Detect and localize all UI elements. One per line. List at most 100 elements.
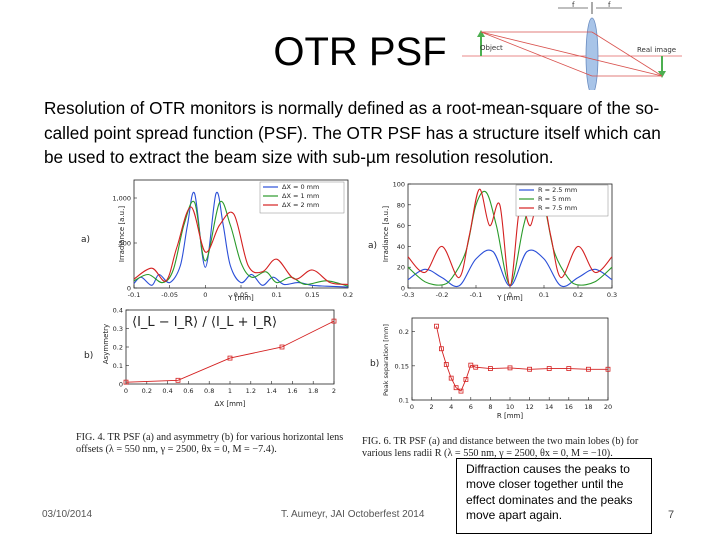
fig4b-point xyxy=(227,355,233,361)
fig6a-series-line xyxy=(407,188,613,287)
fig6b-xtick-label: 16 xyxy=(565,403,573,411)
fig4b-ytick-label: 0 xyxy=(119,381,123,389)
fig6b-point xyxy=(463,377,469,382)
fig6b-point xyxy=(434,323,439,329)
image-arrow-head xyxy=(658,71,666,78)
ray-1b xyxy=(591,31,663,77)
fig4b-xtick-label: 0.8 xyxy=(204,387,214,395)
fig6a-legend-label: R = 2.5 mm xyxy=(538,186,577,194)
fig4a-ytick-label: 500 xyxy=(119,240,131,248)
fig6b-xtick-label: 10 xyxy=(506,403,514,411)
fig4b-xtick-label: 1.4 xyxy=(266,387,276,395)
fig6b-point xyxy=(566,366,572,371)
object-label: Object xyxy=(480,44,503,52)
fig6a-ytick-label: 40 xyxy=(397,243,405,251)
fig6b-point xyxy=(507,365,513,371)
fig6a-xtick-label: 0.1 xyxy=(539,291,549,299)
fig6b-point xyxy=(448,375,454,381)
lens-diagram: f f Object Real image xyxy=(462,1,682,90)
fig4a-xtick-label: 0.15 xyxy=(305,291,319,299)
fig6b-point xyxy=(453,385,459,391)
page-number: 7 xyxy=(668,509,675,521)
fig6a-xtick-label: -0.3 xyxy=(402,291,415,299)
fig4b-point xyxy=(279,344,285,350)
fig4b-xtick-label: 0.4 xyxy=(162,387,172,395)
fig6a-series-line xyxy=(407,190,613,286)
fig4b-xtick-label: 0.2 xyxy=(142,387,152,395)
fig6b-point xyxy=(443,362,449,367)
fig6a-ytick-label: 0 xyxy=(401,285,405,293)
lens xyxy=(585,17,599,90)
fig6a-chart: a) Irradiance [a.u.] 100 80 60 40 20 0 -0.3 -0… xyxy=(368,181,617,303)
fig6b-xtick-label: 2 xyxy=(430,403,434,411)
fig6a-series-line xyxy=(407,249,613,288)
fig6a-legend-label: R = 5 mm xyxy=(538,195,571,203)
fig6b-xtick-label: 0 xyxy=(410,403,414,411)
slide-title: OTR PSF xyxy=(273,30,447,74)
fig4b-xtick-label: 1.2 xyxy=(246,387,256,395)
fig4a-legend-label: ΔX = 0 mm xyxy=(282,183,319,191)
fig6a-xtick-label: 0 xyxy=(508,291,512,299)
fig4a-ytick-label: 0 xyxy=(127,285,131,293)
fig6b-point xyxy=(546,366,552,371)
fig6b-series-line xyxy=(436,326,608,392)
fig4b-xtick-label: 0 xyxy=(124,387,128,395)
fig4a-legend-label: ΔX = 2 mm xyxy=(282,201,319,209)
fig4a-series-line xyxy=(133,206,349,285)
fig4a-xtick-label: -0.05 xyxy=(161,291,178,299)
fig6b-xtick-label: 12 xyxy=(525,403,533,411)
fig4b-ytick-label: 0.4 xyxy=(113,307,123,315)
fig6b-point xyxy=(439,346,444,352)
fig4b-xtick-label: 1.8 xyxy=(308,387,318,395)
fig6a-legend-label: R = 7.5 mm xyxy=(538,204,577,212)
fig6a-ytick-label: 80 xyxy=(397,201,405,209)
fig4-caption: FIG. 4. TR PSF (a) and asymmetry (b) for… xyxy=(76,432,344,455)
ray-3a xyxy=(480,31,593,77)
fig6b-point xyxy=(527,366,533,372)
fig4a-xtick-label: 0.2 xyxy=(343,291,353,299)
fig4a-xtick-label: 0 xyxy=(203,291,207,299)
fig4b-ytick-label: 0.1 xyxy=(113,362,123,370)
fig6a-panel-label: a) xyxy=(368,241,377,251)
fig4a-series-line xyxy=(133,200,349,287)
f-left-label: f xyxy=(572,1,575,9)
fig6b-point xyxy=(488,366,493,371)
fig4a-xtick-label: 0.05 xyxy=(234,291,248,299)
fig6b-ytick-label: 0.1 xyxy=(399,397,409,405)
fig4b-point xyxy=(123,379,129,385)
fig6b-panel-label: b) xyxy=(370,359,379,369)
fig4a-xtick-label: 0.1 xyxy=(271,291,281,299)
fig4b-formula: ⟨I_L − I_R⟩ / ⟨I_L + I_R⟩ xyxy=(132,315,277,330)
fig6a-ylabel: Irradiance [a.u.] xyxy=(382,206,390,262)
fig4a-ytick-label: 1,000 xyxy=(112,195,131,203)
note-box: Diffraction causes the peaks to move clo… xyxy=(456,458,652,534)
fig6b-ytick-label: 0.15 xyxy=(395,362,409,370)
ray-2 xyxy=(480,31,663,77)
fig6b-xlabel: R [mm] xyxy=(497,412,523,420)
fig4b-series-line xyxy=(125,320,335,383)
fig4b-xtick-label: 1 xyxy=(228,387,232,395)
fig6a-xlabel: Y [mm] xyxy=(496,294,523,302)
fig6a-ytick-label: 100 xyxy=(393,181,405,189)
f-right-label: f xyxy=(608,1,611,9)
fig4a-panel-label: a) xyxy=(81,235,90,245)
fig4b-ytick-label: 0.2 xyxy=(113,344,123,352)
fig4b-panel-label: b) xyxy=(84,351,93,361)
fig6b-xtick-label: 8 xyxy=(488,403,492,411)
fig6b-point xyxy=(468,362,474,368)
fig4a-series-line xyxy=(133,191,349,288)
fig4b-xtick-label: 1.6 xyxy=(287,387,297,395)
fig4b-xtick-label: 2 xyxy=(332,387,336,395)
fig6b-ytick-label: 0.2 xyxy=(399,328,409,336)
image-label: Real image xyxy=(637,46,676,54)
body-paragraph: Resolution of OTR monitors is normally d… xyxy=(44,98,661,167)
fig4a-ylabel: Irradiance [a.u.] xyxy=(118,206,126,262)
fig4a-legend-label: ΔX = 1 mm xyxy=(282,192,319,200)
fig4b-ylabel: Asymmetry xyxy=(102,324,110,364)
fig4a-xtick-label: -0.1 xyxy=(128,291,141,299)
fig4b-xlabel: ΔX [mm] xyxy=(215,400,246,408)
fig6b-frame xyxy=(411,317,609,401)
fig6b-xtick-label: 6 xyxy=(469,403,473,411)
fig6a-xtick-label: 0.2 xyxy=(573,291,583,299)
footer-date: 03/10/2014 xyxy=(42,509,93,520)
